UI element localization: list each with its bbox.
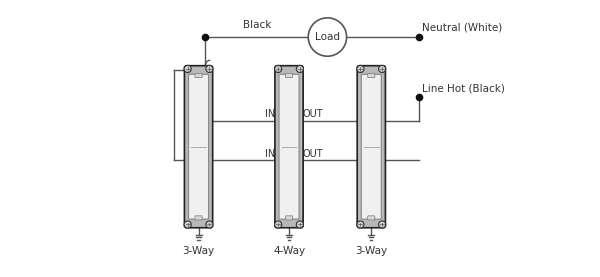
Circle shape [275,221,282,228]
Circle shape [379,221,386,228]
FancyBboxPatch shape [195,216,202,220]
Text: IN: IN [265,109,276,119]
FancyBboxPatch shape [184,66,212,228]
Circle shape [206,221,213,228]
Circle shape [206,65,213,73]
Text: 4-Way: 4-Way [273,246,305,256]
FancyBboxPatch shape [275,66,303,228]
Circle shape [357,65,364,73]
Text: 3-Way: 3-Way [355,246,388,256]
Circle shape [308,18,347,56]
Text: 3-Way: 3-Way [182,246,215,256]
Text: OUT: OUT [302,149,323,159]
Text: OUT: OUT [302,109,323,119]
Circle shape [296,65,304,73]
FancyBboxPatch shape [286,216,293,220]
Circle shape [379,65,386,73]
FancyBboxPatch shape [361,74,382,219]
Text: IN: IN [265,149,276,159]
FancyBboxPatch shape [357,66,385,228]
Circle shape [184,65,191,73]
Circle shape [296,221,304,228]
FancyBboxPatch shape [188,74,209,219]
FancyBboxPatch shape [368,73,375,78]
FancyBboxPatch shape [286,73,293,78]
Circle shape [357,221,364,228]
Circle shape [184,221,191,228]
Text: Load: Load [315,32,340,42]
FancyBboxPatch shape [279,74,299,219]
FancyBboxPatch shape [368,216,375,220]
Text: Line Hot (Black): Line Hot (Black) [422,83,505,93]
Text: Black: Black [242,20,271,30]
Text: Neutral (White): Neutral (White) [422,23,502,33]
FancyBboxPatch shape [195,73,202,78]
Circle shape [275,65,282,73]
